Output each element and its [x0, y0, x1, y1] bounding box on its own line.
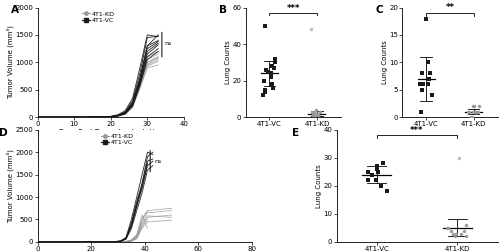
Y-axis label: Lung Counts: Lung Counts [225, 41, 231, 84]
Point [260, 79, 268, 83]
Point [462, 223, 470, 227]
Point [464, 110, 471, 114]
Point [444, 226, 452, 230]
Point [419, 82, 427, 86]
Point [314, 113, 322, 117]
Point [309, 111, 317, 115]
Point [378, 162, 386, 166]
Text: ***: *** [286, 4, 300, 13]
Point [378, 184, 386, 188]
Point [373, 164, 381, 168]
Point [471, 110, 479, 114]
Point [467, 115, 475, 119]
Point [271, 60, 279, 65]
X-axis label: Days Post-Tumor Implantation: Days Post-Tumor Implantation [58, 129, 162, 135]
Point [466, 110, 473, 114]
Text: E: E [292, 128, 298, 138]
Point [460, 229, 468, 233]
Point [470, 104, 478, 108]
Text: C: C [376, 5, 384, 15]
Point [311, 113, 319, 117]
Point [444, 226, 452, 230]
Point [425, 77, 433, 81]
Y-axis label: Tumor Volume (mm³): Tumor Volume (mm³) [6, 149, 14, 223]
Point [474, 110, 482, 114]
Point [309, 113, 317, 117]
Point [268, 82, 276, 86]
Y-axis label: Tumor Volume (mm³): Tumor Volume (mm³) [6, 25, 14, 99]
Point [271, 57, 279, 61]
Point [475, 104, 483, 108]
Point [418, 88, 426, 92]
Point [313, 113, 321, 117]
Point [266, 71, 274, 75]
Point [451, 234, 459, 238]
Point [364, 178, 372, 182]
Point [472, 110, 480, 114]
Point [383, 190, 391, 194]
Text: ***: *** [410, 126, 424, 135]
Point [308, 27, 316, 32]
Point [262, 68, 270, 72]
Legend: 4T1-KD, 4T1-VC: 4T1-KD, 4T1-VC [82, 11, 115, 24]
Point [428, 93, 436, 97]
Point [472, 110, 480, 114]
Point [316, 110, 324, 114]
Point [374, 170, 382, 174]
Point [456, 156, 464, 160]
Point [449, 232, 457, 236]
Point [426, 77, 434, 81]
Point [469, 104, 477, 108]
Point [310, 110, 318, 114]
Point [416, 82, 424, 86]
Point [313, 111, 321, 115]
Point [470, 110, 478, 114]
Text: B: B [219, 5, 227, 15]
Point [310, 111, 318, 115]
Point [368, 173, 376, 177]
Point [268, 64, 276, 68]
Point [262, 89, 270, 93]
Point [266, 75, 274, 79]
Text: A: A [11, 5, 19, 15]
Point [424, 82, 432, 86]
Point [270, 86, 278, 90]
Text: **: ** [446, 4, 454, 13]
Point [364, 170, 372, 174]
Point [308, 110, 316, 114]
Point [469, 110, 477, 114]
Point [424, 60, 432, 65]
Text: ns: ns [165, 41, 172, 46]
Point [264, 70, 272, 74]
Y-axis label: Lung Counts: Lung Counts [382, 41, 388, 84]
Point [373, 167, 381, 171]
Point [312, 111, 320, 115]
Point [312, 108, 320, 112]
Point [417, 110, 425, 114]
Text: ns: ns [154, 159, 162, 164]
Point [426, 71, 434, 75]
Point [260, 93, 268, 97]
Point [314, 113, 322, 117]
Point [261, 88, 269, 92]
Y-axis label: Lung Counts: Lung Counts [316, 164, 322, 208]
Point [422, 17, 430, 21]
Point [372, 178, 380, 182]
Point [457, 232, 465, 236]
Point [310, 111, 318, 115]
Point [462, 234, 470, 238]
Text: D: D [0, 128, 8, 138]
Point [472, 110, 480, 114]
Point [418, 71, 426, 75]
Point [270, 66, 278, 70]
Point [468, 115, 476, 119]
Point [261, 24, 269, 28]
Point [452, 232, 460, 236]
Legend: 4T1-KD, 4T1-VC: 4T1-KD, 4T1-VC [100, 133, 134, 146]
Point [448, 229, 456, 233]
